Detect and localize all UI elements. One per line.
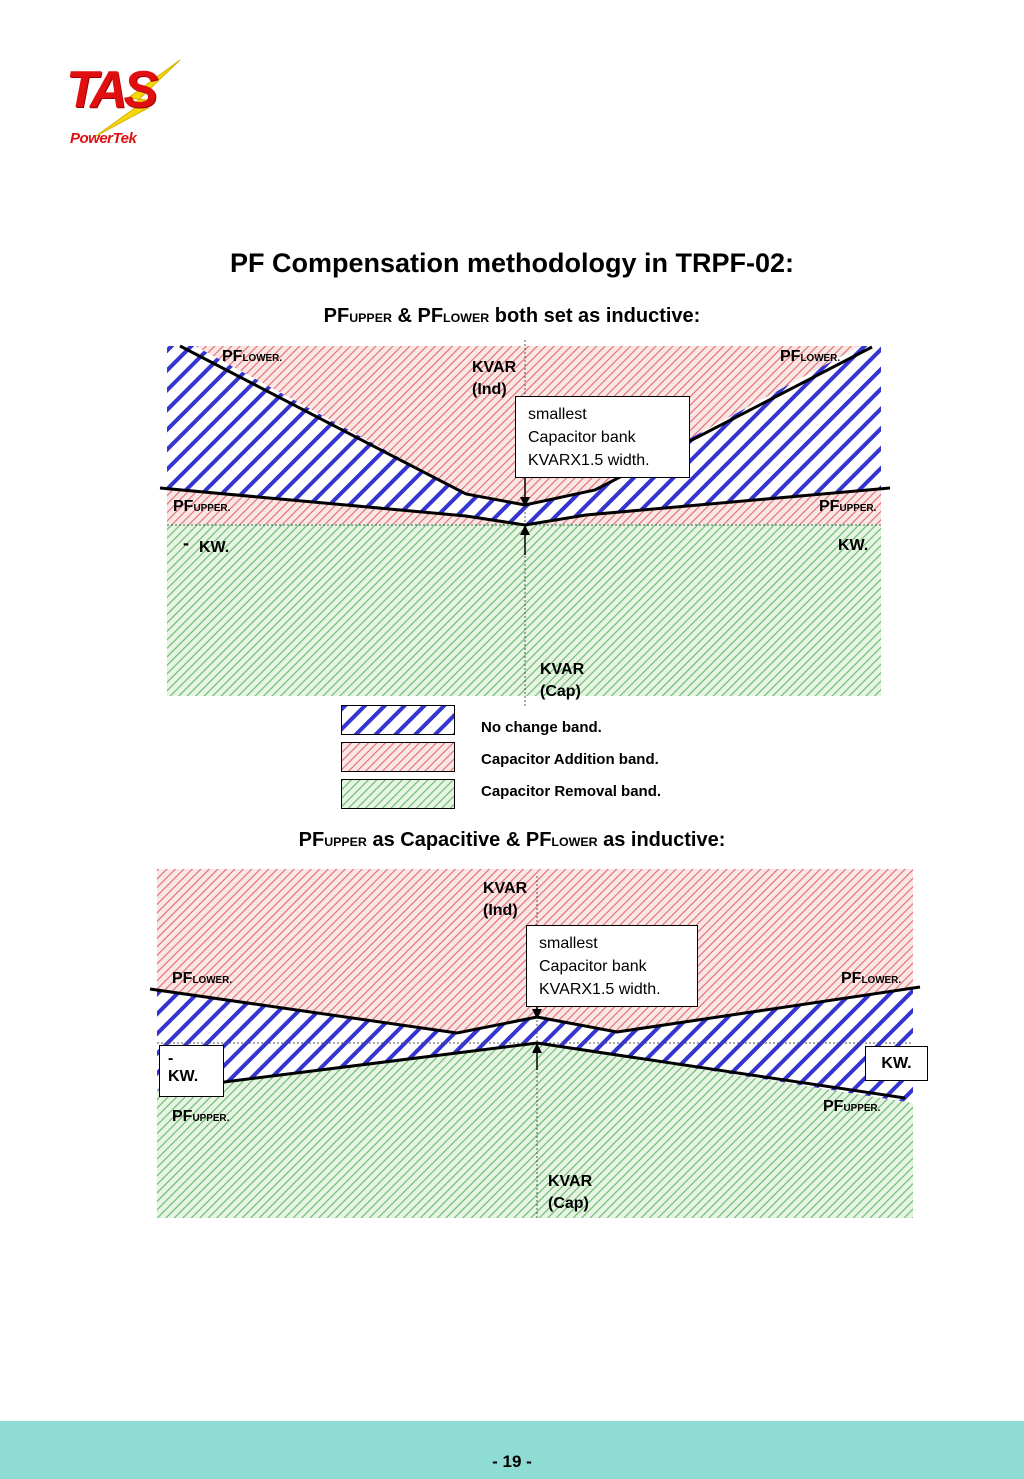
diagram2-kw-left-box: - KW. xyxy=(159,1045,224,1097)
diagram2-kvar-cap-label: KVAR (Cap) xyxy=(548,1173,593,1212)
diagram1-pf-lower-left-label: PFLOWER. xyxy=(222,348,283,365)
diagram1-graphics xyxy=(159,340,891,706)
page-footer xyxy=(0,1421,1024,1479)
diagram2-pf-lower-right-label: PFLOWER. xyxy=(841,970,902,987)
legend-label-addition: Capacitor Addition band. xyxy=(481,751,659,768)
diagram2-graphics xyxy=(149,869,921,1218)
diagram1-note-box: smallest Capacitor bank KVARX1.5 width. xyxy=(515,396,690,478)
diagram1-pf-upper-left-label: PFUPPER. xyxy=(173,498,231,515)
diagram1-kvar-cap-label: KVAR (Cap) xyxy=(540,661,585,700)
diagram1-pf-upper-right-label: PFUPPER. xyxy=(819,498,877,515)
diagram1-kw-left-dash: - xyxy=(183,533,189,553)
diagram1-kw-left-label: KW. xyxy=(199,539,230,556)
lightning-bolt-icon xyxy=(95,59,181,137)
legend-swatch-no-change xyxy=(341,705,455,735)
logo-subtext: PowerTek xyxy=(70,130,137,147)
diagram2-kvar-ind-label: KVAR (Ind) xyxy=(483,880,528,919)
legend-label-removal: Capacitor Removal band. xyxy=(481,783,662,800)
diagram2-note-box: smallest Capacitor bank KVARX1.5 width. xyxy=(526,925,698,1007)
legend-swatch-removal xyxy=(341,779,455,809)
diagram1-removal-band xyxy=(167,524,881,696)
diagram2-pf-lower-left-label: PFLOWER. xyxy=(172,970,233,987)
legend-label-no-change: No change band. xyxy=(481,719,602,736)
diagram2-pf-upper-left-label: PFUPPER. xyxy=(172,1108,230,1125)
diagram1-kw-right-label: KW. xyxy=(838,537,869,554)
diagram2-heading: PFUPPER as Capacitive & PFLOWER as induc… xyxy=(298,829,726,851)
legend-swatch-addition xyxy=(341,742,455,772)
page-title: PF Compensation methodology in TRPF-02: xyxy=(229,248,794,278)
diagram1-heading: PFUPPER & PFLOWER both set as inductive: xyxy=(323,305,701,327)
diagram2-pf-upper-right-label: PFUPPER. xyxy=(823,1098,881,1115)
diagram2-kw-right-box: KW. xyxy=(865,1046,928,1081)
logo-text: TAS xyxy=(66,61,158,119)
diagram1-no-change-left xyxy=(167,346,525,525)
diagram1-kvar-ind-label: KVAR (Ind) xyxy=(472,359,517,398)
page-number: - 19 - xyxy=(492,1452,532,1471)
diagram1-pf-lower-right-label: PFLOWER. xyxy=(780,348,841,365)
